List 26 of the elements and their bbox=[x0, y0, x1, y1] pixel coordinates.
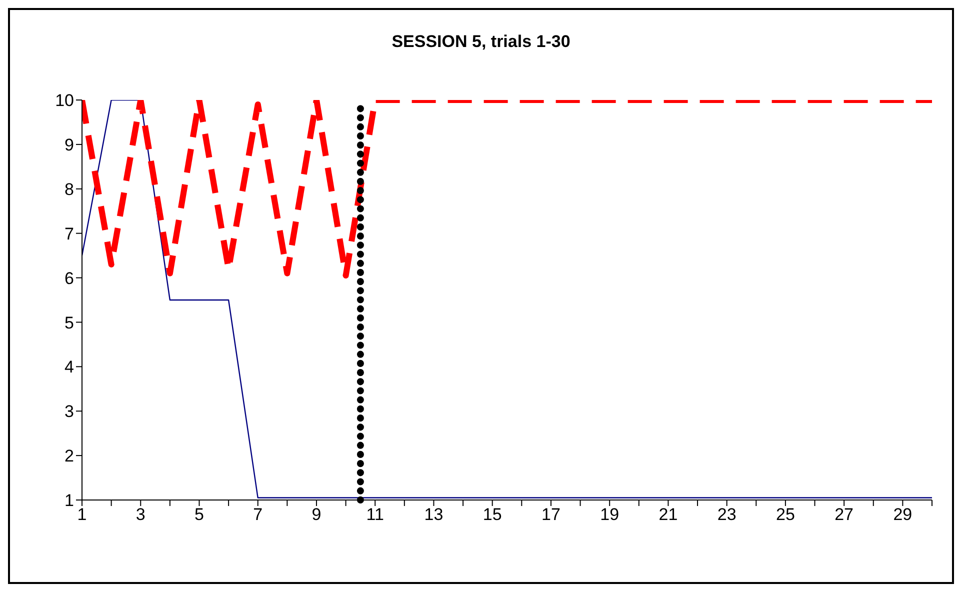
x-tick-label: 25 bbox=[776, 505, 795, 524]
y-tick-label: 7 bbox=[64, 224, 74, 244]
y-tick-label: 1 bbox=[64, 491, 74, 510]
x-tick-label: 17 bbox=[542, 505, 560, 524]
y-tick-label: 10 bbox=[55, 91, 74, 110]
y-tick-label: 4 bbox=[64, 358, 74, 377]
x-tick-label: 7 bbox=[253, 505, 263, 524]
x-tick-label: 3 bbox=[136, 505, 146, 524]
y-tick-label: 8 bbox=[64, 180, 74, 199]
x-tick-label: 27 bbox=[834, 505, 854, 524]
x-tick-label: 13 bbox=[424, 505, 444, 524]
y-tick-label: 3 bbox=[64, 402, 74, 422]
y-tick-label: 6 bbox=[64, 268, 74, 288]
x-tick-label: 1 bbox=[77, 505, 87, 524]
x-tick-label: 5 bbox=[194, 505, 204, 524]
y-tick-label: 9 bbox=[64, 135, 74, 154]
x-tick-label: 21 bbox=[658, 505, 678, 524]
x-tick-label: 23 bbox=[717, 505, 736, 524]
x-tick-label: 9 bbox=[312, 505, 322, 524]
x-tick-label: 29 bbox=[893, 505, 912, 524]
y-tick-label: 2 bbox=[64, 446, 74, 466]
x-tick-label: 19 bbox=[600, 505, 620, 524]
chart-title: SESSION 5, trials 1-30 bbox=[390, 32, 572, 52]
y-tick-label: 5 bbox=[64, 313, 74, 332]
x-tick-label: 11 bbox=[366, 505, 384, 524]
x-tick-label: 15 bbox=[482, 505, 502, 524]
